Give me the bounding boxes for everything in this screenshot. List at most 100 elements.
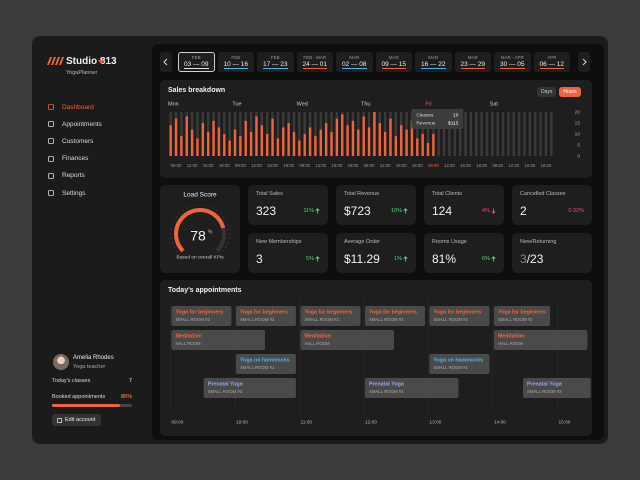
- stat-change: 4%: [482, 208, 496, 214]
- week-tab[interactable]: FEB 10 — 16: [217, 52, 254, 72]
- bar: [233, 129, 237, 156]
- week-tab[interactable]: FEB 03 — 09: [178, 52, 215, 72]
- nav-item[interactable]: Settings: [48, 187, 144, 199]
- gauge-tick: [190, 205, 192, 208]
- appointment: [171, 330, 265, 350]
- bar-track: [496, 112, 499, 156]
- x-tick-label: 18:00: [283, 163, 294, 168]
- week-month: APR: [547, 55, 557, 60]
- bar-track: [394, 112, 398, 156]
- bar: [432, 134, 435, 156]
- appointment-room: SMALL ROOM #2: [498, 317, 533, 322]
- nav-item[interactable]: Appointments: [48, 118, 144, 130]
- prev-week[interactable]: [160, 52, 172, 72]
- appointment-room: SMALL ROOM #3: [369, 389, 404, 394]
- appointment-name: Yoga for beginners: [304, 309, 352, 315]
- bar: [416, 138, 419, 156]
- appointment-name: Yoga for beginners: [369, 309, 417, 315]
- bar: [362, 116, 365, 156]
- nav-item[interactable]: Finances: [48, 153, 144, 165]
- chart-title: Sales breakdown: [168, 87, 226, 94]
- appointment: [429, 306, 490, 326]
- bar: [174, 118, 178, 156]
- week-month: MAR: [428, 55, 439, 60]
- bar: [367, 127, 371, 156]
- appointment-name: Prenatal Yoga: [208, 381, 243, 387]
- appointment-room: SMALL ROOM #3: [208, 389, 243, 394]
- bar: [190, 129, 194, 156]
- load-title: Load Score: [183, 192, 217, 199]
- bar: [255, 116, 258, 156]
- tooltip-value: $115: [448, 120, 459, 126]
- gauge-tick: [171, 242, 174, 244]
- x-tick-label: 18:00: [412, 163, 423, 168]
- bar-track: [517, 112, 521, 156]
- trend-arrow: [403, 208, 408, 214]
- bar: [405, 129, 408, 156]
- gauge-tick: [186, 207, 188, 210]
- bar: [426, 142, 430, 156]
- bar: [217, 127, 221, 156]
- week-tab[interactable]: MAR 02 — 08: [336, 52, 373, 72]
- bar: [421, 134, 424, 156]
- stat-change-text: 6%: [482, 256, 490, 262]
- toggle[interactable]: Hours: [559, 87, 581, 97]
- nav-icon-shape: [48, 104, 54, 110]
- trend-arrow: [491, 208, 496, 214]
- appointment: [493, 330, 588, 350]
- bar-track: [539, 112, 542, 156]
- trend-arrow: [491, 256, 496, 262]
- gauge-tick: [175, 250, 178, 252]
- week-tab[interactable]: MAR - APR 30 — 05: [494, 52, 531, 72]
- brand-caret[interactable]: [98, 60, 104, 64]
- week-underline: [302, 67, 327, 69]
- bar: [292, 131, 296, 156]
- stat-value: 124: [432, 204, 452, 218]
- stat-change-text: 0.32%: [568, 208, 584, 214]
- bar-track: [550, 112, 553, 156]
- bar-track: [314, 112, 317, 156]
- gauge-tick: [216, 209, 218, 212]
- edit-account-button[interactable]: Edit account: [52, 414, 101, 426]
- stat-change: 0.32%: [568, 208, 584, 214]
- bar-track: [501, 112, 505, 156]
- week-tab[interactable]: MAR 09 — 15: [375, 52, 412, 72]
- week-tab[interactable]: APR 06 — 12: [533, 52, 570, 72]
- bar: [378, 123, 381, 156]
- stat-title: Total Sales: [256, 191, 283, 197]
- bar: [239, 136, 242, 156]
- appointment-room: SMALL ROOM #3: [527, 389, 562, 394]
- week-underline: [263, 67, 288, 69]
- week-tab[interactable]: FEB - MAR 24 — 01: [296, 52, 333, 72]
- load-value: 78: [190, 228, 206, 244]
- nav-item[interactable]: Reports: [48, 170, 144, 182]
- x-tick-label: 12:00: [508, 163, 519, 168]
- week-tab[interactable]: FEB 17 — 23: [257, 52, 294, 72]
- week-dates: 23 — 29: [460, 61, 486, 68]
- next-week[interactable]: [578, 52, 590, 72]
- booked-track: [52, 404, 132, 407]
- stat-value: $723: [344, 204, 371, 218]
- stat-card: Rooms Usage 81% 6%: [424, 233, 504, 273]
- tooltip-value: 10: [453, 112, 459, 118]
- week-tab[interactable]: MAR 16 — 22: [415, 52, 452, 72]
- nav-item[interactable]: Customers: [48, 135, 144, 147]
- gauge-tick: [219, 253, 222, 256]
- week-tab[interactable]: MAR 23 — 29: [454, 52, 491, 72]
- appointment: [364, 306, 425, 326]
- week-dates: 03 — 09: [183, 61, 209, 68]
- stat-change-text: 1%: [394, 256, 402, 262]
- appointment: [429, 354, 490, 374]
- nav-item[interactable]: Dashboard: [48, 101, 144, 113]
- stat-change: 1%: [394, 256, 408, 262]
- week-month: MAR: [349, 55, 360, 60]
- x-tick-label: 15:00: [267, 163, 278, 168]
- y-tick-label: 15: [575, 120, 581, 126]
- gauge-tick: [173, 220, 176, 222]
- toggle[interactable]: Days: [537, 87, 557, 97]
- appointment: [171, 306, 232, 326]
- logo-icon: [47, 57, 64, 65]
- trend-arrow-shape: [403, 208, 408, 214]
- stat-number-rest: /23: [526, 252, 544, 266]
- week-underline: [342, 67, 367, 69]
